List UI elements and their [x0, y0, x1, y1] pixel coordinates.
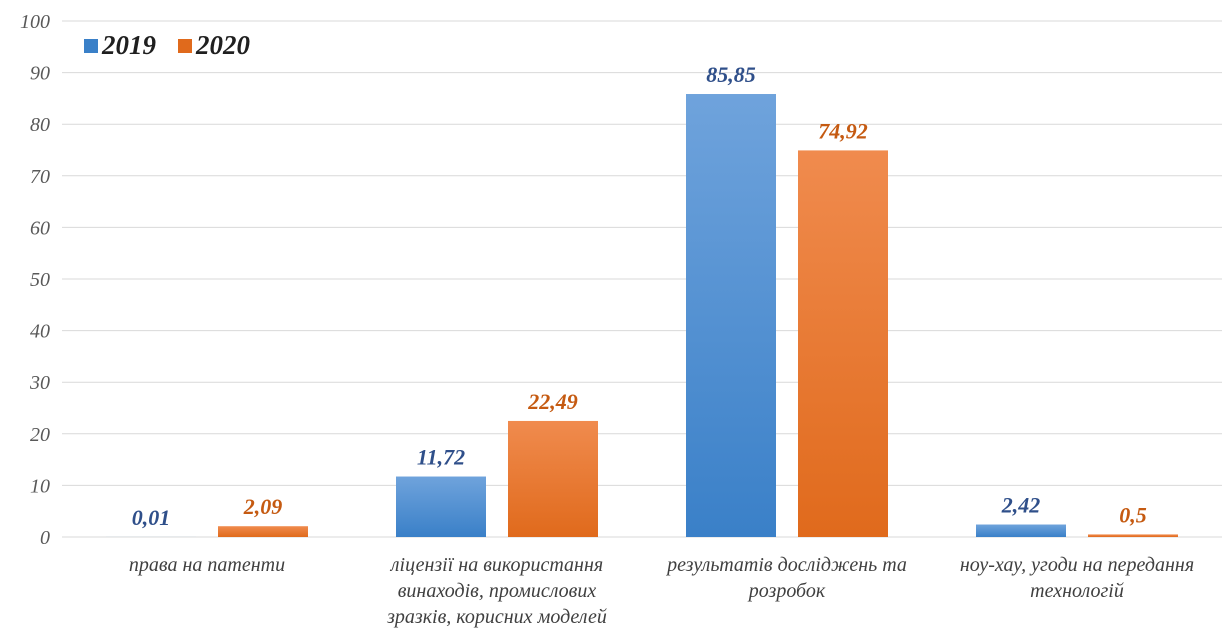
legend-label-2020: 2020: [195, 30, 251, 60]
bars: [106, 94, 1178, 538]
y-tick-label-30: 30: [29, 372, 50, 394]
y-tick-label-90: 90: [30, 63, 50, 85]
gridlines: [62, 20, 1222, 538]
bar-2020-3: [1088, 534, 1178, 537]
category-label-1-line-1: винаходів, промислових: [398, 580, 597, 602]
y-axis-ticks: 0 10 20 30 40 50 60 70 80 90 100: [20, 11, 50, 549]
category-label-3-line-1: технологій: [1030, 580, 1124, 602]
bar-2020-0: [218, 526, 308, 537]
data-label-2020-2: 74,92: [818, 118, 868, 143]
y-tick-label-10: 10: [30, 475, 50, 497]
y-tick-label-60: 60: [30, 217, 50, 239]
legend-swatch-2020: [178, 39, 192, 53]
bar-2019-3: [976, 524, 1066, 537]
bar-2019-1: [396, 476, 486, 537]
data-label-2020-3: 0,5: [1119, 502, 1147, 527]
data-label-2019-2: 85,85: [706, 62, 756, 87]
data-labels: 0,01 2,09 11,72 22,49 85,85 74,92 2,42 0,5: [132, 62, 1147, 530]
y-tick-label-70: 70: [30, 166, 50, 188]
legend: 2019 2020: [84, 30, 251, 60]
y-tick-label-40: 40: [30, 321, 50, 343]
data-label-2019-3: 2,42: [1001, 493, 1041, 518]
bar-2019-2: [686, 94, 776, 537]
data-label-2020-0: 2,09: [243, 494, 283, 519]
y-tick-label-0: 0: [40, 527, 50, 549]
bar-2020-1: [508, 420, 598, 537]
y-tick-label-100: 100: [20, 11, 50, 33]
y-tick-label-20: 20: [30, 424, 50, 446]
data-label-2019-1: 11,72: [417, 445, 465, 470]
category-label-1-line-2: зразків, корисних моделей: [386, 606, 607, 628]
category-label-3-line-0: ноу-хау, угоди на передання: [960, 554, 1194, 576]
category-labels: права на патенти ліцензії на використання…: [129, 554, 1194, 628]
category-label-0-line-0: права на патенти: [129, 554, 285, 576]
category-label-2-line-1: розробок: [747, 580, 826, 602]
y-tick-label-50: 50: [30, 269, 50, 291]
category-label-2-line-0: результатів досліджень та: [665, 554, 907, 576]
legend-label-2019: 2019: [101, 30, 157, 60]
legend-swatch-2019: [84, 39, 98, 53]
data-label-2019-0: 0,01: [132, 505, 171, 530]
data-label-2020-1: 22,49: [527, 389, 578, 414]
category-label-1-line-0: ліцензії на використання: [390, 554, 603, 576]
y-tick-label-80: 80: [30, 114, 50, 136]
bar-2020-2: [798, 150, 888, 538]
